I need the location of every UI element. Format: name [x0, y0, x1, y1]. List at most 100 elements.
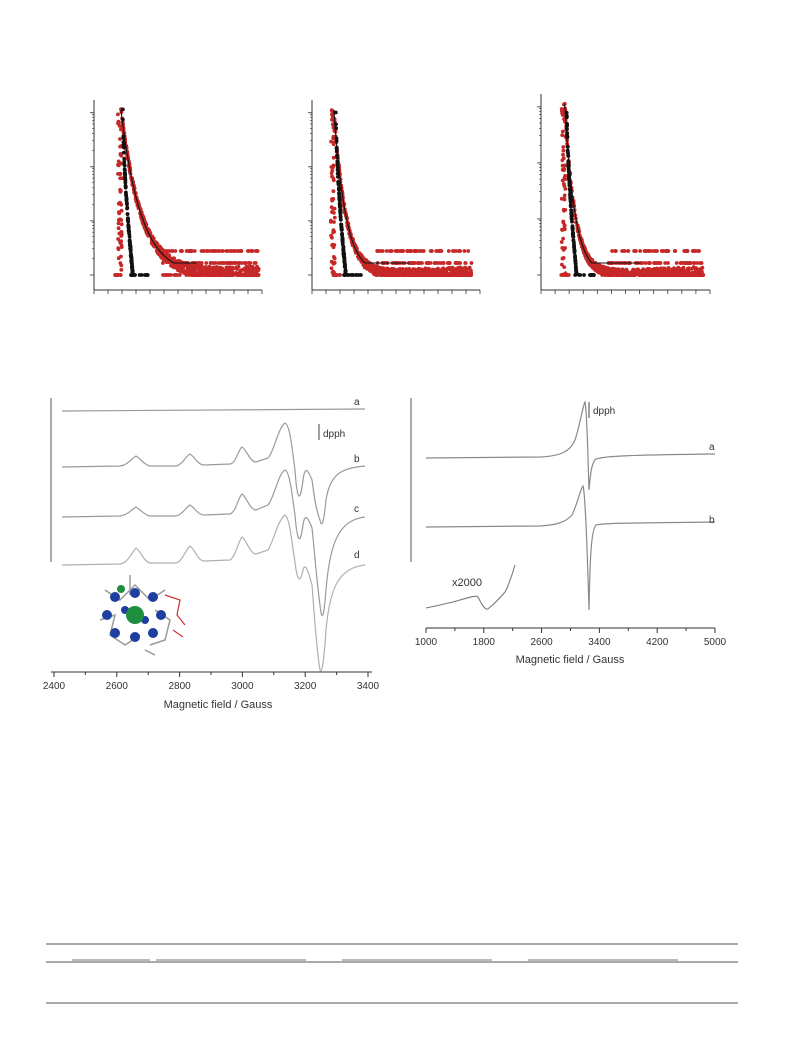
decay-point — [613, 249, 618, 253]
epr-left-trace-c-label: c — [354, 504, 359, 515]
decay-panel-2 — [308, 100, 481, 294]
decay-point — [116, 172, 120, 176]
irf-point — [574, 267, 578, 272]
decay-point — [219, 261, 223, 265]
decay-point — [384, 249, 389, 253]
irf-point — [336, 175, 340, 179]
decay-point — [659, 273, 663, 277]
decay-point — [181, 269, 186, 274]
decay-point — [560, 158, 565, 163]
decay-point — [330, 112, 334, 117]
decay-point — [400, 267, 405, 271]
irf-point — [569, 214, 574, 219]
decay-point — [163, 273, 168, 277]
decay-point — [203, 265, 208, 270]
irf-point — [341, 246, 346, 251]
irf-point — [126, 228, 131, 232]
decay-point — [401, 273, 406, 277]
decay-point — [420, 261, 424, 265]
decay-point — [161, 273, 165, 277]
decay-point — [116, 112, 120, 117]
irf-point — [569, 208, 573, 213]
decay-point — [626, 270, 630, 275]
decay-point — [681, 265, 686, 270]
decay-point — [389, 249, 394, 253]
decay-point — [119, 245, 124, 250]
decay-point — [202, 249, 206, 253]
irf-point — [137, 273, 142, 277]
epr-left-trace-c — [61, 469, 366, 617]
decay-point — [450, 265, 455, 270]
epr-left-panel: a dpph b c d — [43, 397, 380, 711]
epr-left-trace-b — [61, 422, 366, 525]
irf-point — [129, 259, 134, 264]
table-rules — [46, 943, 738, 1004]
decay-point — [249, 273, 253, 277]
decay-point — [610, 249, 614, 253]
decay-point — [695, 261, 700, 265]
decay-panel-3 — [537, 94, 711, 294]
decay-point — [456, 267, 461, 272]
irf-point — [339, 222, 344, 227]
decay-point — [622, 249, 626, 253]
irf-point — [123, 175, 128, 180]
decay-point — [249, 249, 253, 253]
decay-point — [331, 155, 336, 160]
decay-point — [674, 273, 679, 277]
decay-point — [224, 273, 229, 277]
decay-point — [388, 270, 392, 275]
decay-point — [456, 261, 460, 265]
irf-point — [571, 234, 576, 239]
decay-point — [687, 273, 692, 277]
decay-point — [113, 273, 118, 277]
decay-point — [560, 256, 565, 261]
irf-point — [588, 273, 592, 277]
irf-point — [572, 243, 576, 247]
decay-point — [685, 261, 690, 265]
decay-point — [640, 261, 645, 265]
decay-point — [695, 267, 699, 271]
irf-point — [571, 230, 575, 235]
decay-point — [387, 267, 392, 272]
decay-point — [651, 271, 655, 276]
decay-point — [118, 217, 122, 222]
decay-point — [330, 122, 335, 127]
irf-point — [572, 248, 577, 253]
decay-point — [220, 249, 225, 253]
decay-point — [440, 273, 444, 277]
irf-point — [342, 260, 347, 264]
decay-point — [446, 266, 451, 271]
decay-point — [119, 208, 124, 213]
decay-point — [237, 261, 242, 265]
decay-point — [242, 273, 247, 277]
decay-point — [213, 261, 218, 265]
decay-point — [244, 268, 248, 273]
decay-point — [682, 249, 687, 253]
irf-point — [338, 211, 343, 216]
decay-point — [332, 261, 336, 266]
decay-point — [331, 165, 335, 170]
epr-right-x-tick-label: 1800 — [473, 637, 496, 648]
irf-point — [339, 228, 344, 232]
decay-point — [559, 240, 564, 244]
decay-point — [466, 249, 471, 253]
decay-point — [150, 234, 155, 239]
decay-point — [332, 215, 337, 220]
decay-point — [330, 243, 334, 248]
decay-point — [166, 253, 171, 257]
irf-point — [129, 253, 133, 258]
decay-point — [408, 273, 413, 277]
irf-point — [582, 273, 586, 277]
decay-point — [331, 230, 335, 235]
decay-panel-1 — [90, 100, 263, 294]
decay-point — [118, 144, 122, 149]
decay-point — [562, 265, 567, 269]
irf-point — [122, 150, 126, 155]
epr-right-x-tick-label: 3400 — [588, 637, 611, 648]
decay-point — [256, 266, 261, 271]
epr-left-trace-a-label: a — [354, 397, 360, 408]
decay-point — [438, 261, 442, 265]
decay-point — [401, 249, 406, 253]
decay-point — [215, 249, 220, 253]
irf-point — [346, 273, 351, 277]
